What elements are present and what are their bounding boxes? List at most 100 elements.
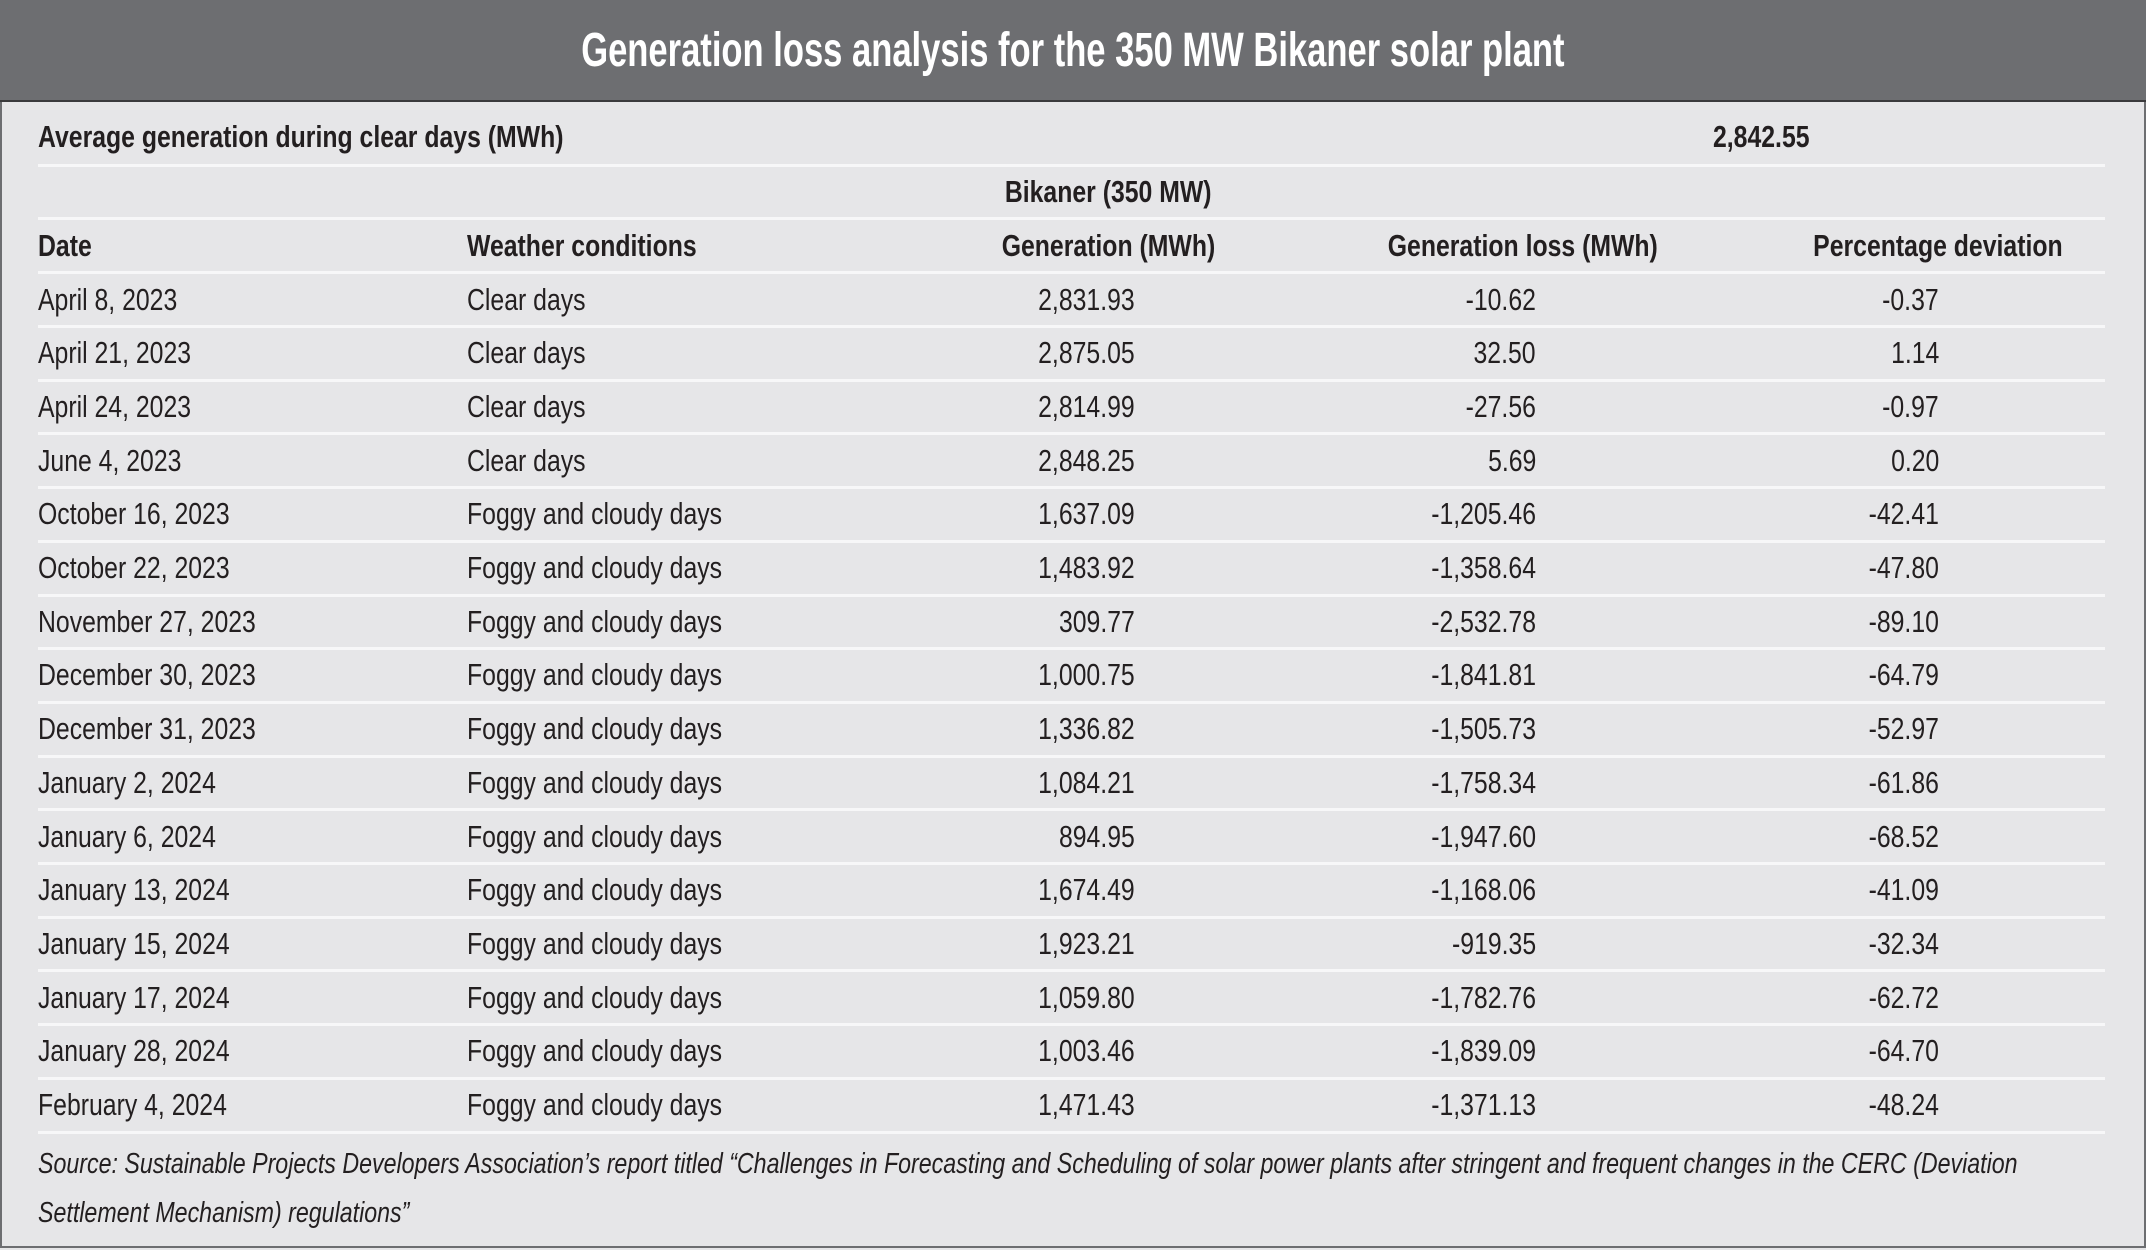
cell-loss: -27.56: [1465, 388, 1536, 424]
col-header-generation: Generation (MWh): [1001, 227, 1215, 263]
cell-date: November 27, 2023: [38, 603, 256, 639]
cell-date: December 30, 2023: [38, 657, 256, 693]
cell-generation: 1,000.75: [1038, 657, 1135, 693]
cell-percentage: -41.09: [1868, 872, 1939, 908]
table-row: April 8, 2023 Clear days 2,831.93 -10.62 -0.…: [38, 274, 2105, 328]
cell-percentage: 0.20: [1890, 442, 1939, 478]
average-row: Average generation during clear days (MW…: [38, 110, 2105, 167]
cell-date: January 2, 2024: [38, 764, 216, 800]
table-row: January 2, 2024 Foggy and cloudy days 1,08…: [38, 757, 2105, 812]
table-row: October 22, 2023 Foggy and cloudy days 1,4…: [38, 543, 2105, 597]
cell-generation: 1,471.43: [1038, 1087, 1135, 1122]
cell-weather: Foggy and cloudy days: [467, 1033, 723, 1069]
col-header-weather: Weather conditions: [467, 227, 697, 263]
cell-weather: Foggy and cloudy days: [467, 496, 723, 532]
cell-weather: Foggy and cloudy days: [467, 603, 723, 639]
cell-generation: 2,848.25: [1038, 442, 1135, 478]
cell-weather: Foggy and cloudy days: [467, 657, 723, 693]
cell-weather: Clear days: [467, 335, 586, 371]
table-row: December 31, 2023 Foggy and cloudy days 1,…: [38, 704, 2105, 758]
cell-generation: 1,674.49: [1038, 872, 1135, 908]
cell-date: April 24, 2023: [38, 388, 192, 424]
cell-percentage: -42.41: [1868, 496, 1939, 532]
average-value: 2,842.55: [1713, 119, 1810, 154]
source-note: Source: Sustainable Projects Developers …: [38, 1148, 2018, 1229]
cell-date: April 21, 2023: [38, 335, 192, 371]
cell-loss: -1,505.73: [1431, 711, 1536, 747]
cell-weather: Foggy and cloudy days: [467, 818, 723, 854]
cell-weather: Foggy and cloudy days: [467, 764, 723, 800]
cell-date: January 28, 2024: [38, 1033, 230, 1069]
cell-loss: 5.69: [1487, 442, 1536, 478]
cell-loss: -2,532.78: [1431, 603, 1536, 639]
cell-generation: 1,084.21: [1038, 764, 1135, 800]
column-header-row: Date Weather conditions Generation (MWh)…: [38, 220, 2105, 274]
cell-date: April 8, 2023: [38, 281, 178, 317]
table-row: February 4, 2024 Foggy and cloudy days 1,4…: [38, 1080, 2105, 1134]
cell-generation: 1,059.80: [1038, 979, 1135, 1015]
cell-percentage: 1.14: [1890, 335, 1939, 371]
cell-generation: 1,483.92: [1038, 550, 1135, 585]
table-row: April 24, 2023 Clear days 2,814.99 -27.56 -0…: [38, 381, 2105, 436]
cell-loss: -1,758.34: [1431, 764, 1536, 800]
table-row: January 15, 2024 Foggy and cloudy days 1,9…: [38, 918, 2105, 973]
col-header-percentage: Percentage deviation: [1813, 227, 2063, 263]
cell-date: January 17, 2024: [38, 979, 230, 1015]
cell-date: June 4, 2023: [38, 442, 182, 478]
table-row: January 17, 2024 Foggy and cloudy days 1,0…: [38, 972, 2105, 1027]
cell-percentage: -0.97: [1882, 388, 1939, 424]
cell-loss: -1,841.81: [1431, 657, 1536, 693]
table-row: October 16, 2023 Foggy and cloudy days 1,6…: [38, 489, 2105, 543]
cell-generation: 1,003.46: [1038, 1033, 1135, 1069]
cell-percentage: -0.37: [1882, 281, 1939, 317]
cell-loss: -1,205.46: [1431, 496, 1536, 532]
cell-date: February 4, 2024: [38, 1087, 227, 1122]
cell-loss: -1,839.09: [1431, 1033, 1536, 1069]
cell-percentage: -47.80: [1868, 550, 1939, 585]
cell-generation: 1,637.09: [1038, 496, 1135, 532]
table-row: January 6, 2024 Foggy and cloudy days 894.…: [38, 811, 2105, 865]
table-row: January 13, 2024 Foggy and cloudy days 1,6…: [38, 865, 2105, 919]
cell-loss: -1,168.06: [1431, 872, 1536, 908]
col-header-date: Date: [38, 227, 92, 263]
table-row: April 21, 2023 Clear days 2,875.05 32.50 1.1…: [38, 328, 2105, 382]
cell-generation: 1,336.82: [1038, 711, 1135, 747]
cell-weather: Clear days: [467, 281, 586, 317]
average-label: Average generation during clear days (MW…: [38, 119, 564, 154]
cell-generation: 309.77: [1059, 603, 1135, 639]
cell-loss: -1,358.64: [1431, 550, 1536, 585]
cell-percentage: -62.72: [1868, 979, 1939, 1015]
cell-percentage: -64.79: [1868, 657, 1939, 693]
cell-percentage: -32.34: [1868, 925, 1939, 961]
cell-percentage: -68.52: [1868, 818, 1939, 854]
cell-loss: 32.50: [1473, 335, 1536, 371]
cell-weather: Foggy and cloudy days: [467, 872, 723, 908]
cell-loss: -1,371.13: [1431, 1087, 1536, 1122]
cell-percentage: -89.10: [1868, 603, 1939, 639]
group-header: Bikaner (350 MW): [1004, 174, 1212, 209]
cell-date: January 15, 2024: [38, 925, 230, 961]
cell-loss: -919.35: [1451, 925, 1536, 961]
col-header-loss: Generation loss (MWh): [1387, 227, 1659, 263]
cell-generation: 1,923.21: [1038, 925, 1135, 961]
cell-date: January 6, 2024: [38, 818, 216, 854]
cell-generation: 894.95: [1059, 818, 1135, 854]
cell-weather: Foggy and cloudy days: [467, 711, 723, 747]
group-header-row: Bikaner (350 MW): [38, 167, 2105, 220]
cell-percentage: -52.97: [1868, 711, 1939, 747]
table-row: November 27, 2023 Foggy and cloudy days 30…: [38, 596, 2105, 651]
cell-date: October 16, 2023: [38, 496, 230, 532]
cell-weather: Clear days: [467, 442, 586, 478]
cell-weather: Foggy and cloudy days: [467, 979, 723, 1015]
cell-generation: 2,831.93: [1038, 281, 1135, 317]
cell-loss: -10.62: [1465, 281, 1536, 317]
cell-percentage: -61.86: [1868, 764, 1939, 800]
cell-weather: Foggy and cloudy days: [467, 1087, 723, 1122]
cell-date: January 13, 2024: [38, 872, 230, 908]
cell-generation: 2,814.99: [1038, 388, 1135, 424]
cell-weather: Foggy and cloudy days: [467, 925, 723, 961]
page-title: Generation loss analysis for the 350 MW …: [581, 23, 1565, 77]
title-bar: Generation loss analysis for the 350 MW …: [0, 0, 2146, 102]
cell-loss: -1,947.60: [1431, 818, 1536, 854]
